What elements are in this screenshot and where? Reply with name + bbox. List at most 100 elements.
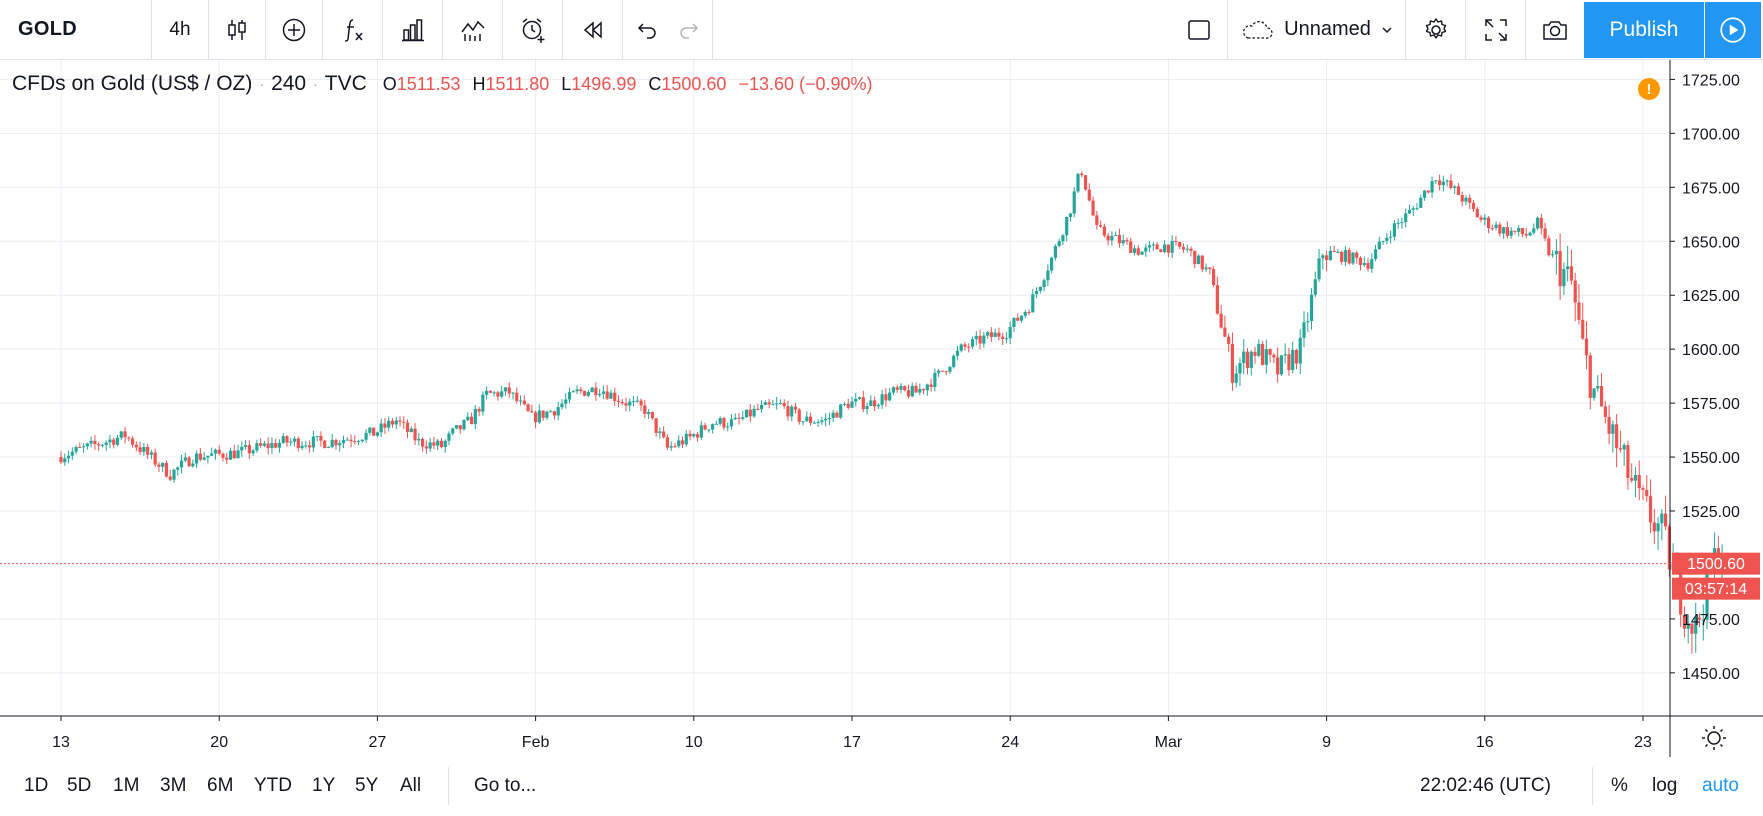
percent-toggle[interactable]: % [1611, 775, 1628, 796]
layout-name-button[interactable]: Unnamed [1228, 0, 1406, 59]
candle-body [266, 443, 270, 448]
candle-body [873, 400, 877, 407]
range-5d[interactable]: 5D [67, 775, 92, 796]
interval-button[interactable]: 4h [152, 0, 209, 59]
candle-body [130, 438, 135, 445]
candle-body [1034, 290, 1039, 295]
price-chart[interactable]: 1725.00 1700.00 1675.00 1650.00 1625.00 1600.… [0, 0, 1763, 757]
candle-body [308, 445, 312, 448]
candle-body [1321, 255, 1325, 259]
candle-body [115, 437, 120, 445]
publish-button[interactable]: Publish [1584, 2, 1704, 58]
replay-button[interactable] [563, 0, 623, 59]
candle-body [259, 443, 263, 446]
candle-body [104, 442, 108, 445]
candle-body [888, 392, 892, 401]
time-tick-label: 24 [1001, 734, 1019, 751]
candle-body [1404, 213, 1408, 222]
fullscreen-button[interactable] [1466, 0, 1526, 59]
candle-body [319, 436, 323, 441]
range-ytd[interactable]: YTD [254, 775, 292, 796]
candle-body [537, 410, 541, 423]
candle-body [481, 394, 485, 412]
range-1d[interactable]: 1D [24, 775, 49, 796]
candle-body [225, 457, 229, 460]
candle-body [1245, 351, 1250, 368]
candle-body [179, 460, 184, 468]
candle-body [560, 403, 564, 408]
candle-body [952, 355, 956, 368]
range-1m[interactable]: 1M [113, 775, 140, 796]
candle-body [549, 411, 553, 413]
candle-body [1302, 322, 1306, 338]
symbol-description[interactable]: CFDs on Gold (US$ / OZ) [12, 72, 253, 95]
candle-body [496, 392, 500, 397]
candle-body [270, 442, 274, 448]
financials-button[interactable] [383, 0, 443, 59]
undo-button[interactable] [623, 0, 668, 59]
price-axis[interactable]: 1725.00 1700.00 1675.00 1650.00 1625.00 1600.… [1670, 72, 1740, 683]
redo-button[interactable] [668, 0, 713, 59]
legend-exchange: TVC [324, 72, 367, 95]
candle-body [1317, 258, 1321, 280]
candle-body [1155, 244, 1159, 250]
candle-body [955, 350, 960, 356]
chart-style-button[interactable] [209, 0, 266, 59]
range-6m[interactable]: 6M [207, 775, 234, 796]
candle-body [579, 389, 583, 392]
range-3m[interactable]: 3M [160, 775, 187, 796]
time-axis[interactable]: 13 20 27 Feb 10 17 24 Mar 9 16 23 [52, 716, 1652, 751]
auto-toggle[interactable]: auto [1702, 775, 1739, 796]
candle-body [1046, 270, 1050, 281]
settings-button[interactable] [1406, 0, 1466, 59]
clock-time[interactable]: 22:02:46 (UTC) [1420, 775, 1551, 796]
warning-icon[interactable]: ! [1638, 78, 1660, 100]
candle-body [1340, 251, 1344, 262]
candle-body [1325, 255, 1329, 261]
candle-body [1091, 200, 1095, 216]
candle-body [914, 385, 918, 393]
candle-body [1223, 327, 1227, 337]
play-button[interactable] [1705, 2, 1761, 58]
candle-body [1076, 173, 1080, 192]
candle-body [790, 406, 794, 417]
candle-body [1690, 623, 1694, 634]
candle-body [1486, 217, 1491, 229]
candle-body [876, 404, 880, 407]
goto-button[interactable]: Go to... [474, 775, 537, 796]
candle-body [552, 411, 557, 416]
fullscreen-toggle-button[interactable] [1170, 0, 1228, 59]
candle-body [662, 431, 666, 438]
time-axis-settings-button[interactable] [1702, 726, 1726, 750]
compare-button[interactable] [266, 0, 323, 59]
candle-body [1238, 363, 1242, 374]
candle-body [458, 425, 462, 430]
templates-button[interactable] [443, 0, 503, 59]
candle-body [650, 411, 654, 419]
log-toggle[interactable]: log [1652, 775, 1678, 796]
candle-body [522, 400, 526, 405]
candle-body [488, 390, 492, 393]
last-price-label-bg [1672, 552, 1760, 575]
candle-body [906, 390, 911, 397]
alert-button[interactable] [503, 0, 563, 59]
range-5y[interactable]: 5Y [355, 775, 379, 796]
candle-body [1189, 248, 1193, 251]
candle-body [793, 406, 798, 410]
candle-body [1569, 266, 1574, 281]
range-1y[interactable]: 1Y [312, 775, 336, 796]
candle-body [394, 420, 398, 425]
candle-body [1381, 240, 1385, 242]
symbol-search-button[interactable]: GOLD [0, 0, 152, 59]
snapshot-button[interactable] [1526, 0, 1584, 59]
candle-body [1140, 251, 1144, 255]
candle-body [929, 384, 933, 388]
candle-body [564, 399, 568, 404]
candle-body [921, 388, 926, 391]
range-all[interactable]: All [400, 775, 422, 796]
indicators-button[interactable] [323, 0, 383, 59]
candle-body [447, 433, 451, 441]
candle-body [718, 418, 722, 424]
candle-body [436, 440, 440, 446]
candle-body [451, 428, 455, 434]
